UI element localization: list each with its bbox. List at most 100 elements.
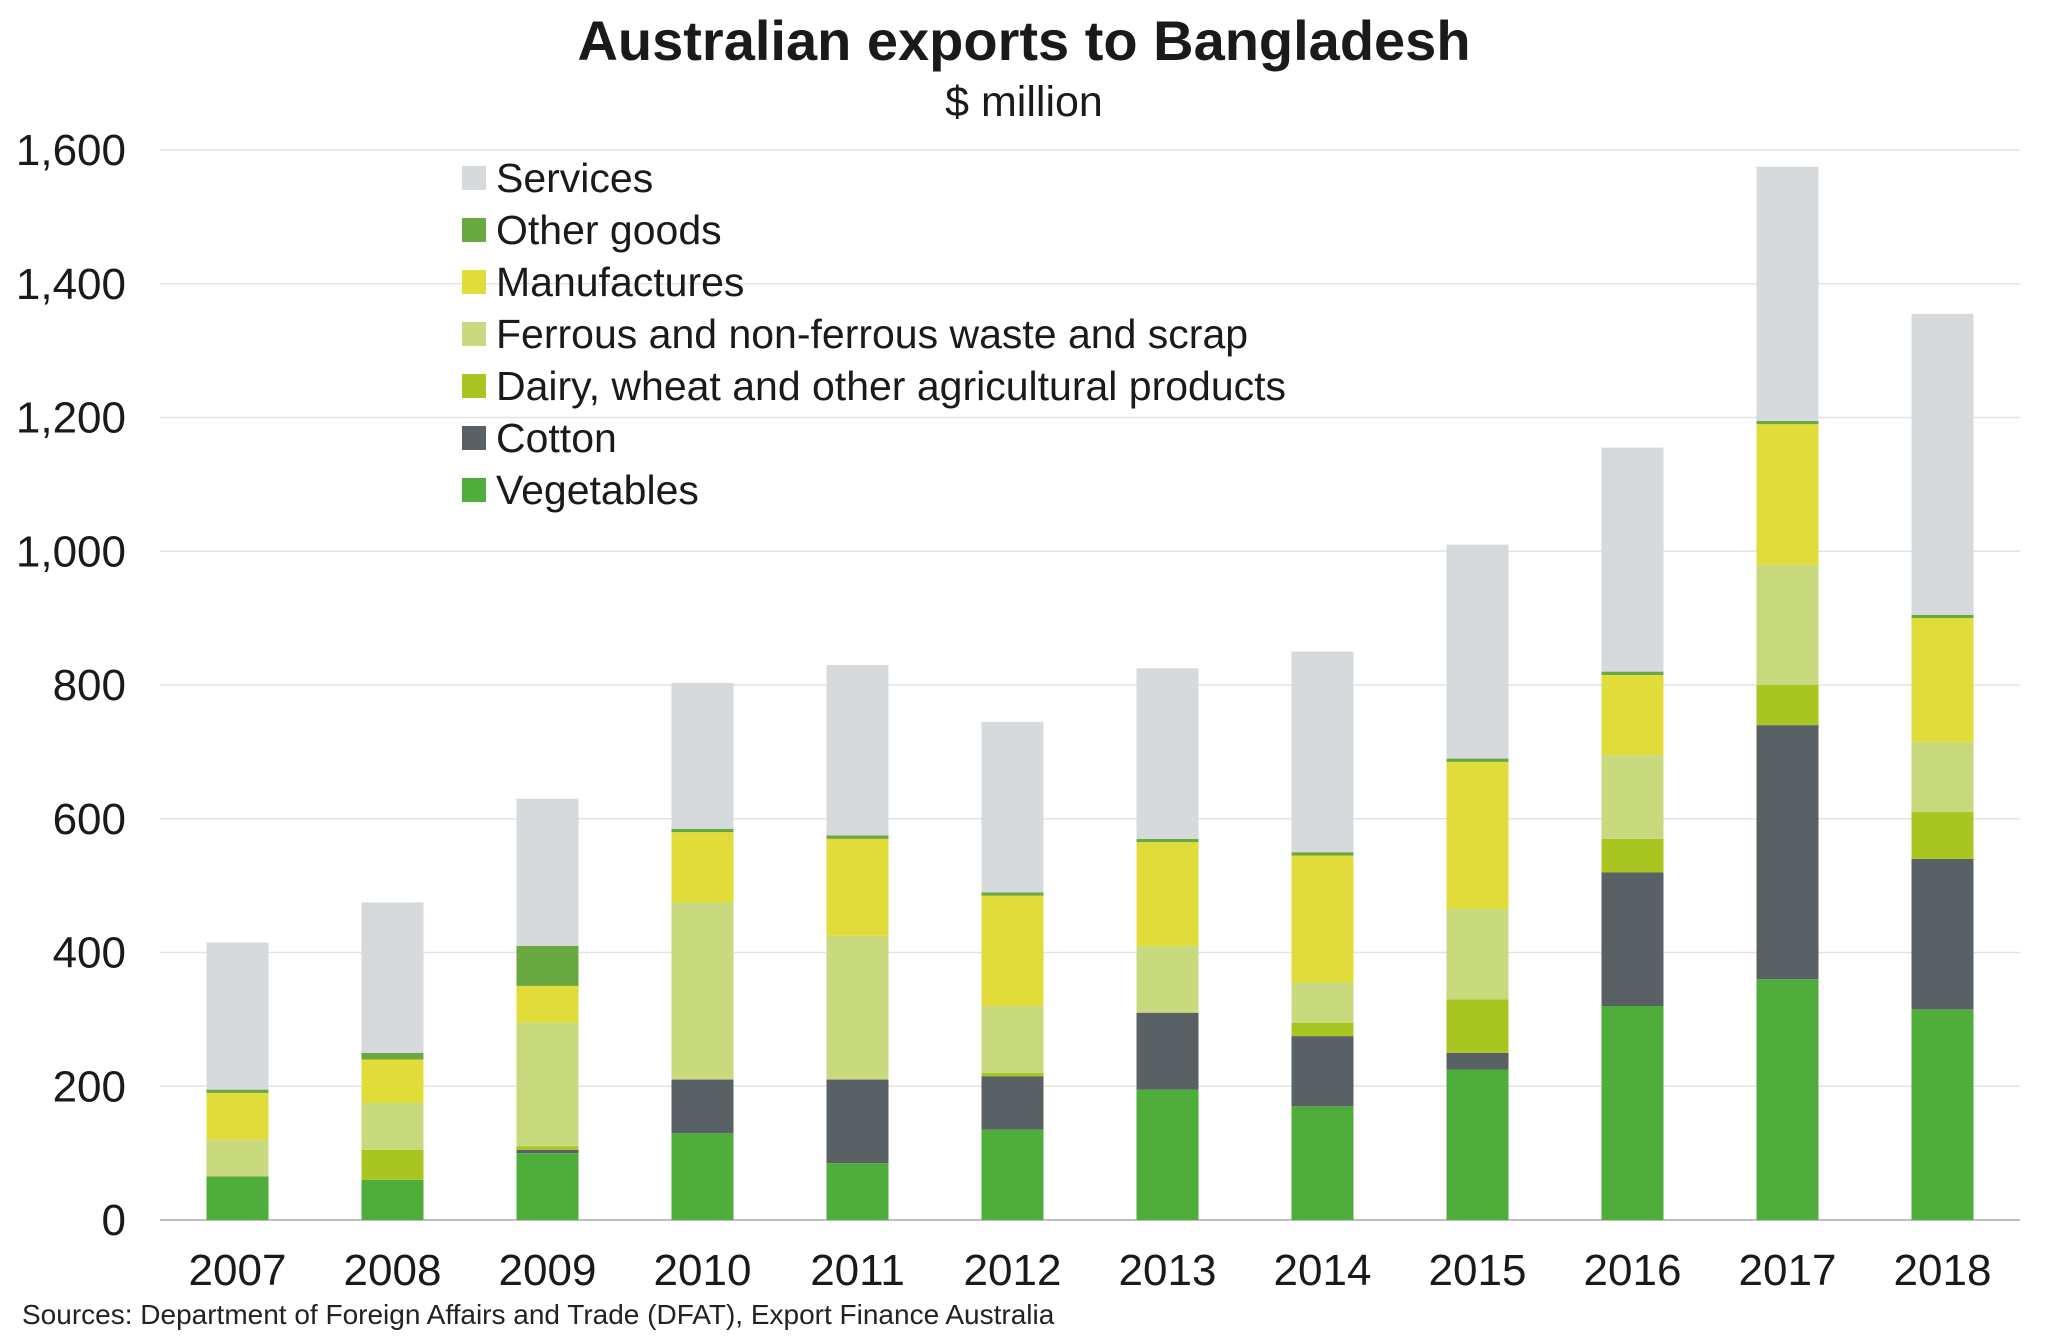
legend-swatch [462, 374, 486, 398]
bar-segment [826, 935, 889, 1080]
legend-label: Cotton [496, 415, 617, 461]
bar-segment [981, 1006, 1044, 1073]
bar-segment [1601, 671, 1664, 675]
legend-swatch [462, 322, 486, 346]
bar-segment [361, 1149, 424, 1180]
legend-label: Ferrous and non-ferrous waste and scrap [496, 311, 1248, 357]
x-tick-label: 2010 [654, 1246, 752, 1295]
bar-segment [671, 1079, 734, 1134]
bar-segment [1756, 564, 1819, 685]
bar-segment [1911, 313, 1974, 615]
bar-segment [1601, 755, 1664, 839]
bar-segment [1756, 424, 1819, 565]
y-tick-label: 400 [53, 929, 126, 978]
bar-segment [1291, 852, 1354, 856]
bar-segment [1446, 909, 1509, 1000]
legend-swatch [462, 166, 486, 190]
bar-segment [206, 1092, 269, 1140]
legend-label: Vegetables [496, 467, 699, 513]
y-axis: 0 200 400 600 800 1,000 1,200 1,400 1,600 [16, 126, 126, 1245]
bar-segment [206, 1139, 269, 1177]
x-tick-label: 2011 [810, 1246, 905, 1295]
bar-segment [826, 1079, 889, 1164]
x-tick-label: 2015 [1429, 1246, 1527, 1295]
x-tick-label: 2016 [1584, 1246, 1682, 1295]
y-tick-label: 0 [102, 1196, 126, 1245]
bar-segment [1601, 838, 1664, 873]
legend-label: Manufactures [496, 259, 744, 305]
bar-segment [1446, 1069, 1509, 1220]
bar-segment [981, 892, 1044, 896]
bar-segment [1291, 1022, 1354, 1037]
y-tick-label: 200 [53, 1062, 126, 1111]
bar-segment [826, 835, 889, 839]
bar-segment [516, 945, 579, 986]
bar-segment [826, 838, 889, 936]
y-tick-label: 1,000 [16, 527, 126, 576]
bar-segment [361, 1059, 424, 1103]
bar-segment [1446, 761, 1509, 910]
bar-segment [361, 1052, 424, 1060]
bar-segment [981, 895, 1044, 1006]
bar-segment [1756, 685, 1819, 726]
chart-title: Australian exports to Bangladesh [577, 9, 1471, 72]
bar-segment [1601, 674, 1664, 756]
bar-segment [516, 798, 579, 946]
bar-segment [516, 985, 579, 1023]
bar-segment [671, 902, 734, 1080]
bar-segment [516, 1022, 579, 1147]
bar-segment [1756, 725, 1819, 980]
bar-segment [361, 1102, 424, 1150]
bar-segment [1911, 741, 1974, 813]
x-tick-label: 2017 [1739, 1246, 1837, 1295]
bar-segment [1601, 447, 1664, 672]
bar-segment [1756, 166, 1819, 421]
legend-label: Services [496, 155, 653, 201]
legend-label: Dairy, wheat and other agricultural prod… [496, 363, 1286, 409]
y-tick-label: 800 [53, 661, 126, 710]
y-tick-label: 600 [53, 795, 126, 844]
bar-segment [206, 942, 269, 1090]
bar-segment [361, 902, 424, 1053]
bar-segment [1136, 945, 1199, 1013]
bar-segment [671, 682, 734, 829]
bar-segment [1446, 999, 1509, 1053]
bar-segment [206, 1089, 269, 1093]
bar-segment [1136, 668, 1199, 839]
x-tick-label: 2013 [1119, 1246, 1217, 1295]
bar-segment [981, 1072, 1044, 1077]
x-tick-label: 2009 [499, 1246, 597, 1295]
bar-segment [826, 1163, 889, 1220]
bar-segment [1911, 614, 1974, 619]
bar-segment [981, 1129, 1044, 1220]
bar-segment [671, 828, 734, 833]
bar-segment [1291, 855, 1354, 983]
legend-swatch [462, 270, 486, 294]
bar-segment [1291, 1036, 1354, 1107]
bar-segment [1136, 838, 1199, 843]
bar-segment [516, 1149, 579, 1154]
bar-segment [1756, 979, 1819, 1220]
legend-swatch [462, 478, 486, 502]
bar-segment [1911, 1009, 1974, 1220]
bar-segment [516, 1153, 579, 1220]
bar-segment [516, 1146, 579, 1150]
bar-segment [1291, 982, 1354, 1023]
bar-segment [981, 1076, 1044, 1130]
bar-segment [1291, 1106, 1354, 1220]
y-tick-label: 1,400 [16, 260, 126, 309]
chart-subtitle: $ million [945, 78, 1103, 126]
bar-segment [981, 721, 1044, 893]
legend-swatch [462, 426, 486, 450]
x-tick-label: 2007 [189, 1246, 287, 1295]
source-note: Sources: Department of Foreign Affairs a… [22, 1299, 1055, 1330]
bar-segment [206, 1176, 269, 1220]
bar-segment [1446, 758, 1509, 762]
bar-segment [1911, 858, 1974, 1010]
y-tick-label: 1,600 [16, 126, 126, 175]
bar-segment [361, 1179, 424, 1220]
bar-segment [1756, 420, 1819, 425]
bar-segment [1136, 1012, 1199, 1090]
bar-segment [1136, 842, 1199, 946]
bar-segment [1911, 618, 1974, 742]
